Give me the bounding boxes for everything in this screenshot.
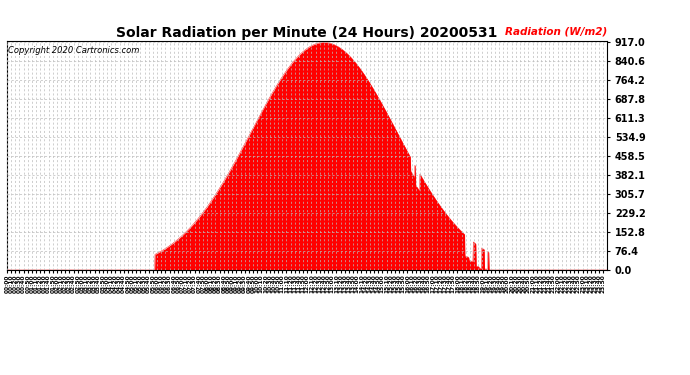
- Text: Radiation (W/m2): Radiation (W/m2): [505, 27, 607, 37]
- Text: Copyright 2020 Cartronics.com: Copyright 2020 Cartronics.com: [8, 46, 139, 55]
- Title: Solar Radiation per Minute (24 Hours) 20200531: Solar Radiation per Minute (24 Hours) 20…: [117, 26, 497, 40]
